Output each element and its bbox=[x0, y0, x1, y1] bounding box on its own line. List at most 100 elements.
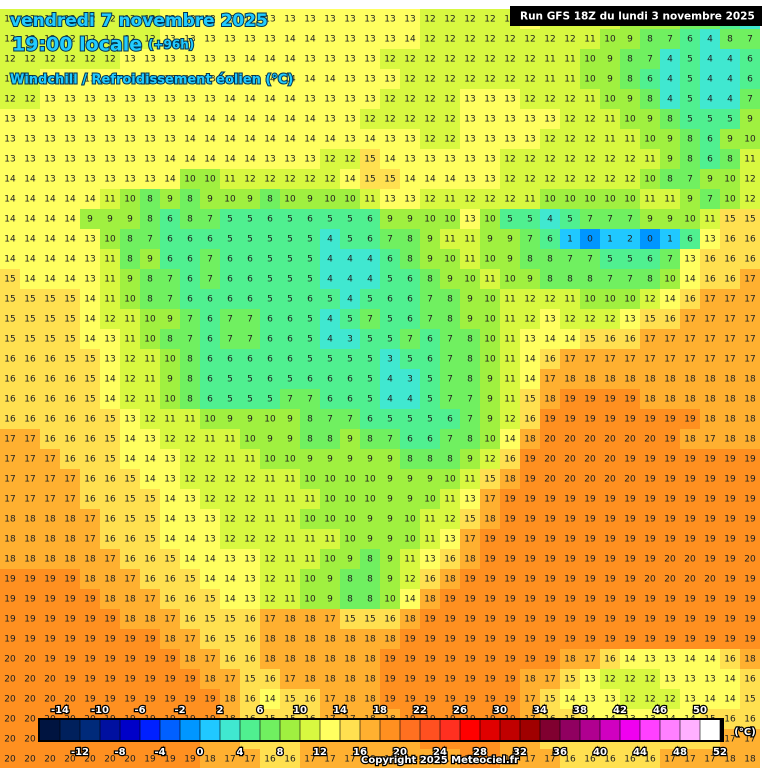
value-label: 20 bbox=[64, 695, 76, 705]
cell bbox=[420, 149, 440, 169]
value-label: 14 bbox=[304, 35, 316, 45]
value-label: 11 bbox=[124, 335, 135, 345]
legend-swatch bbox=[40, 720, 60, 740]
value-label: 18 bbox=[684, 375, 696, 385]
value-label: 16 bbox=[64, 395, 76, 405]
value-label: 8 bbox=[447, 295, 453, 305]
value-label: 15 bbox=[364, 615, 375, 625]
value-label: 13 bbox=[4, 155, 15, 165]
value-label: 19 bbox=[704, 615, 716, 625]
cell bbox=[280, 49, 300, 69]
cell bbox=[80, 189, 100, 209]
value-label: 18 bbox=[224, 695, 236, 705]
cell bbox=[460, 189, 480, 209]
cell bbox=[460, 9, 480, 29]
cell bbox=[380, 369, 400, 389]
value-label: 4 bbox=[367, 275, 373, 285]
legend-swatch bbox=[680, 720, 700, 740]
value-label: 16 bbox=[104, 475, 116, 485]
value-label: 17 bbox=[744, 315, 755, 325]
value-label: 19 bbox=[664, 495, 676, 505]
value-label: 5 bbox=[347, 355, 353, 365]
value-label: 19 bbox=[604, 395, 616, 405]
value-label: 18 bbox=[124, 615, 136, 625]
value-label: 13 bbox=[44, 135, 55, 145]
value-label: 19 bbox=[664, 515, 676, 525]
value-label: 12 bbox=[564, 115, 575, 125]
value-label: 14 bbox=[244, 135, 256, 145]
cell bbox=[740, 169, 760, 189]
cell bbox=[80, 69, 100, 89]
cell bbox=[100, 249, 120, 269]
value-label: 11 bbox=[444, 195, 455, 205]
cell bbox=[420, 69, 440, 89]
value-label: 16 bbox=[44, 375, 56, 385]
cell bbox=[80, 349, 100, 369]
value-label: 13 bbox=[464, 495, 475, 505]
cell bbox=[40, 149, 60, 169]
value-label: 13 bbox=[424, 555, 435, 565]
cell bbox=[720, 189, 740, 209]
value-label: 4 bbox=[387, 375, 393, 385]
legend-label: 10 bbox=[293, 705, 307, 716]
value-label: 5 bbox=[607, 255, 613, 265]
value-label: 7 bbox=[247, 315, 253, 325]
value-label: 6 bbox=[207, 295, 213, 305]
cell bbox=[120, 49, 140, 69]
cell bbox=[100, 229, 120, 249]
cell bbox=[240, 69, 260, 89]
cell bbox=[620, 409, 640, 429]
value-label: 12 bbox=[444, 515, 455, 525]
value-label: 7 bbox=[447, 335, 453, 345]
cell bbox=[440, 129, 460, 149]
value-label: 10 bbox=[584, 295, 596, 305]
cell bbox=[400, 169, 420, 189]
cell bbox=[220, 149, 240, 169]
value-label: 15 bbox=[24, 335, 35, 345]
value-label: 19 bbox=[544, 415, 556, 425]
value-label: 11 bbox=[284, 575, 295, 585]
value-label: 6 bbox=[347, 375, 353, 385]
cell bbox=[200, 209, 220, 229]
cell bbox=[500, 209, 520, 229]
legend-swatch bbox=[620, 720, 640, 740]
value-label: 12 bbox=[604, 315, 615, 325]
cell bbox=[500, 49, 520, 69]
value-label: 19 bbox=[464, 595, 476, 605]
value-label: 5 bbox=[567, 215, 573, 225]
value-label: 14 bbox=[664, 295, 676, 305]
value-label: 13 bbox=[384, 35, 395, 45]
value-label: 10 bbox=[284, 455, 296, 465]
cell bbox=[560, 229, 580, 249]
value-label: 19 bbox=[684, 475, 696, 485]
value-label: 8 bbox=[407, 455, 413, 465]
value-label: 19 bbox=[404, 655, 416, 665]
cell bbox=[200, 129, 220, 149]
value-label: 14 bbox=[304, 135, 316, 145]
cell bbox=[620, 289, 640, 309]
cell bbox=[40, 349, 60, 369]
value-label: 18 bbox=[364, 635, 376, 645]
value-label: 11 bbox=[664, 195, 675, 205]
cell bbox=[700, 409, 720, 429]
cell bbox=[20, 249, 40, 269]
value-label: 19 bbox=[644, 415, 656, 425]
value-label: 7 bbox=[667, 255, 673, 265]
cell bbox=[580, 429, 600, 449]
value-label: 14 bbox=[164, 515, 176, 525]
legend-swatch bbox=[540, 720, 560, 740]
value-label: 20 bbox=[604, 435, 616, 445]
cell bbox=[620, 229, 640, 249]
value-label: 17 bbox=[684, 315, 695, 325]
value-label: 10 bbox=[144, 315, 156, 325]
value-label: 10 bbox=[324, 555, 336, 565]
cell bbox=[600, 69, 620, 89]
value-label: 16 bbox=[744, 715, 756, 725]
value-label: 13 bbox=[164, 115, 175, 125]
value-label: 19 bbox=[64, 575, 76, 585]
cell bbox=[360, 289, 380, 309]
cell bbox=[200, 89, 220, 109]
value-label: 18 bbox=[544, 395, 556, 405]
cell bbox=[700, 29, 720, 49]
value-label: 4 bbox=[327, 255, 333, 265]
